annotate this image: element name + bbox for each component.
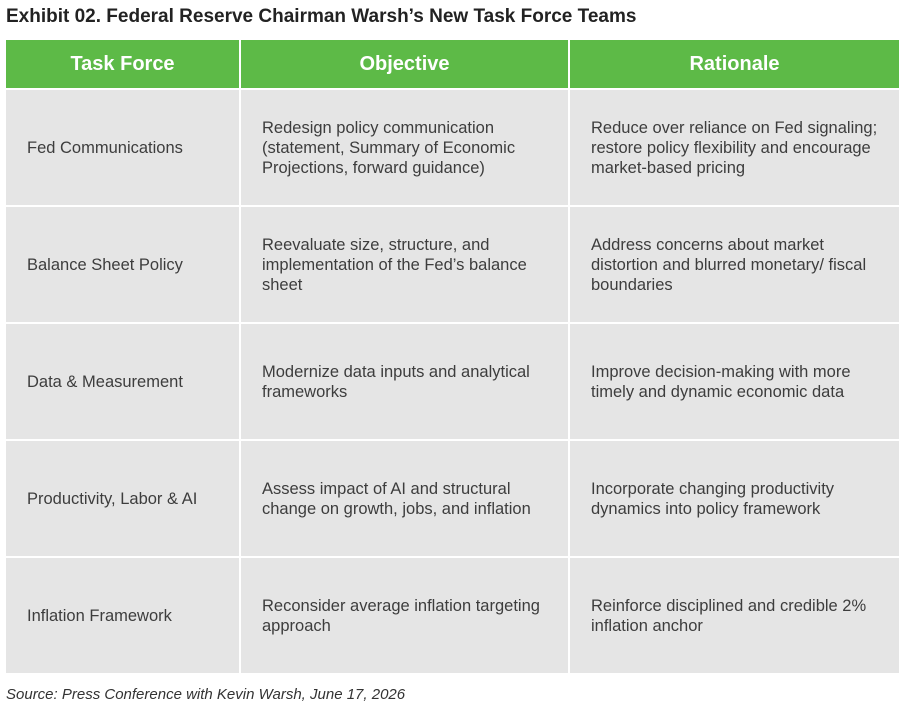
cell-task-force: Data & Measurement bbox=[6, 324, 239, 439]
column-header-objective: Objective bbox=[241, 40, 568, 88]
column-header-rationale: Rationale bbox=[570, 40, 899, 88]
cell-rationale: Incorporate changing productivity dynami… bbox=[570, 441, 899, 556]
cell-objective: Modernize data inputs and analytical fra… bbox=[241, 324, 568, 439]
cell-objective: Reevaluate size, structure, and implemen… bbox=[241, 207, 568, 322]
cell-objective: Redesign policy communication (statement… bbox=[241, 90, 568, 205]
cell-rationale: Address concerns about market distortion… bbox=[570, 207, 899, 322]
cell-objective: Reconsider average inflation targeting a… bbox=[241, 558, 568, 673]
cell-rationale: Improve decision-making with more timely… bbox=[570, 324, 899, 439]
cell-task-force: Fed Communications bbox=[6, 90, 239, 205]
cell-rationale: Reinforce disciplined and credible 2% in… bbox=[570, 558, 899, 673]
cell-task-force: Inflation Framework bbox=[6, 558, 239, 673]
cell-objective: Assess impact of AI and structural chang… bbox=[241, 441, 568, 556]
exhibit-title: Exhibit 02. Federal Reserve Chairman War… bbox=[6, 6, 637, 27]
cell-task-force: Balance Sheet Policy bbox=[6, 207, 239, 322]
cell-task-force: Productivity, Labor & AI bbox=[6, 441, 239, 556]
cell-rationale: Reduce over reliance on Fed signaling; r… bbox=[570, 90, 899, 205]
task-force-table: Task Force Objective Rationale Fed Commu… bbox=[6, 40, 899, 673]
column-header-task-force: Task Force bbox=[6, 40, 239, 88]
source-note: Source: Press Conference with Kevin Wars… bbox=[6, 686, 406, 703]
